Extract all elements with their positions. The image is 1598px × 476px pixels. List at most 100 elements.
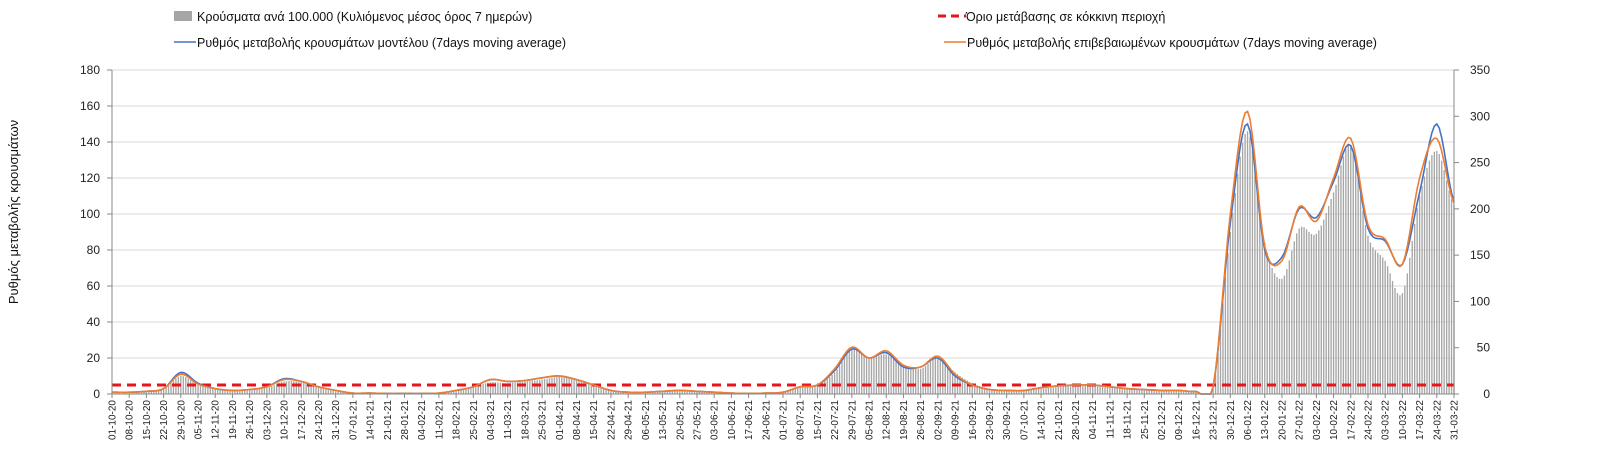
bar xyxy=(1450,199,1453,394)
y-left-tick-label: 100 xyxy=(80,207,100,221)
bar xyxy=(1313,235,1315,394)
bar xyxy=(1001,390,1003,394)
bar xyxy=(1369,242,1372,394)
bar xyxy=(450,391,452,394)
bar xyxy=(1072,385,1074,394)
bar xyxy=(1212,388,1214,394)
bar xyxy=(679,391,681,394)
bar xyxy=(135,391,138,394)
bar xyxy=(681,391,683,394)
bar xyxy=(1064,385,1067,394)
bar xyxy=(172,380,175,394)
bar xyxy=(927,363,929,394)
bar xyxy=(1239,156,1241,394)
bar xyxy=(610,390,612,394)
bar xyxy=(1246,131,1249,394)
bar xyxy=(1423,176,1426,394)
bar xyxy=(1335,184,1337,394)
bar xyxy=(1411,240,1413,394)
bar xyxy=(534,380,536,394)
bar xyxy=(1421,185,1423,394)
bar xyxy=(1042,388,1045,394)
x-tick-label: 05-11-20 xyxy=(194,400,205,440)
bar xyxy=(588,383,590,394)
bar xyxy=(964,379,966,394)
bar xyxy=(189,380,192,394)
bar xyxy=(919,368,922,394)
bar xyxy=(642,392,644,394)
bar xyxy=(1320,225,1322,394)
bar xyxy=(199,385,202,394)
bar xyxy=(801,386,804,394)
bar xyxy=(843,357,846,394)
bar xyxy=(462,388,465,394)
bar xyxy=(1325,212,1327,394)
bar xyxy=(703,391,706,394)
bar xyxy=(974,384,976,394)
bar xyxy=(644,392,647,394)
bar xyxy=(654,391,656,394)
bar xyxy=(126,392,128,394)
y-axis-right-ticks: 0 50 100 150 200 250 300 350 xyxy=(1454,63,1490,401)
bar xyxy=(1409,257,1411,394)
bar xyxy=(519,381,521,394)
bar xyxy=(1040,388,1042,394)
x-tick-label: 06-01-22 xyxy=(1243,400,1254,440)
bar xyxy=(212,389,214,394)
bar xyxy=(880,354,882,394)
bar xyxy=(160,389,162,394)
bar xyxy=(593,385,595,394)
x-tick-label: 14-10-21 xyxy=(1037,400,1048,440)
bar xyxy=(1119,388,1121,394)
bar xyxy=(947,365,949,394)
bar xyxy=(1431,155,1433,394)
bar xyxy=(1023,390,1025,394)
bar xyxy=(342,392,344,394)
bar xyxy=(1028,390,1030,394)
bar xyxy=(1264,242,1266,394)
bar xyxy=(556,377,558,394)
bar xyxy=(1418,196,1421,394)
bar xyxy=(627,392,629,394)
bar xyxy=(799,386,801,394)
bar xyxy=(860,353,863,394)
bar xyxy=(939,358,941,394)
bar xyxy=(298,381,300,394)
bar xyxy=(283,381,285,394)
bar xyxy=(1357,178,1359,394)
bar xyxy=(1283,275,1286,394)
bar xyxy=(954,372,956,394)
bar xyxy=(457,389,460,394)
bar xyxy=(1384,260,1386,394)
bar xyxy=(310,385,312,394)
bar xyxy=(688,391,691,394)
bar xyxy=(1222,303,1224,394)
y-axis-left-ticks: 0 20 40 60 80 100 120 140 160 180 xyxy=(80,63,112,401)
bar xyxy=(910,368,912,394)
bar xyxy=(1111,387,1114,394)
bar xyxy=(561,376,563,394)
y-right-tick-label: 250 xyxy=(1470,156,1490,170)
bar xyxy=(1298,228,1300,394)
x-tick-label: 16-12-21 xyxy=(1191,400,1202,440)
bar xyxy=(558,376,561,394)
bar xyxy=(875,356,878,394)
bar xyxy=(221,390,224,394)
bar xyxy=(656,391,659,394)
y-left-tick-label: 0 xyxy=(93,387,100,401)
x-tick-label: 03-06-21 xyxy=(710,400,721,440)
bar xyxy=(612,390,615,394)
x-tick-label: 15-07-21 xyxy=(813,400,824,440)
bar xyxy=(1441,160,1443,394)
bar xyxy=(671,391,674,394)
x-tick-label: 19-08-21 xyxy=(899,400,910,440)
bar xyxy=(1445,180,1448,394)
bar xyxy=(1273,273,1276,394)
y-right-tick-label: 350 xyxy=(1470,63,1490,77)
x-tick-label: 29-04-21 xyxy=(624,400,635,440)
x-tick-label: 20-05-21 xyxy=(675,400,686,440)
x-tick-label: 19-11-20 xyxy=(228,400,239,440)
bar xyxy=(858,351,860,394)
bar xyxy=(214,389,216,394)
bar xyxy=(280,381,283,394)
